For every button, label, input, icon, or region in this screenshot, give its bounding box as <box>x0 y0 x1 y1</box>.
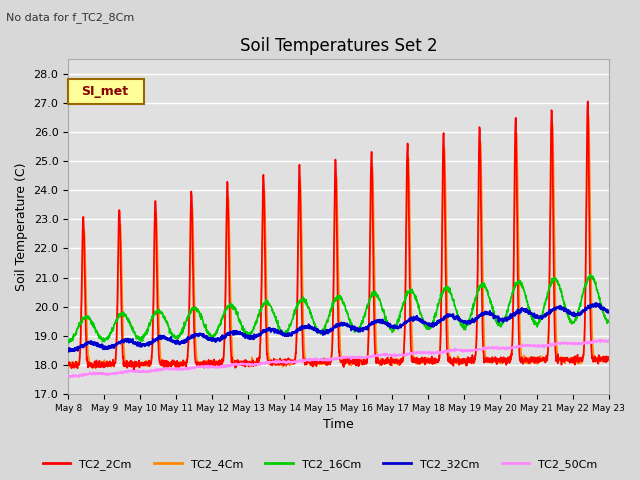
TC2_16Cm <box>354 328 362 334</box>
TC2_50Cm <box>354 355 362 360</box>
TC2_4Cm <box>354 357 362 363</box>
TC2_16Cm <box>572 316 580 322</box>
TC2_4Cm <box>64 364 72 370</box>
Text: SI_met: SI_met <box>81 85 129 98</box>
TC2_16Cm <box>65 340 73 346</box>
Line: TC2_2Cm: TC2_2Cm <box>68 101 609 370</box>
TC2_2Cm <box>584 98 591 104</box>
Text: No data for f_TC2_8Cm: No data for f_TC2_8Cm <box>6 12 134 23</box>
TC2_16Cm <box>215 322 223 328</box>
TC2_32Cm <box>557 305 565 311</box>
Line: TC2_16Cm: TC2_16Cm <box>68 275 609 343</box>
TC2_16Cm <box>495 323 503 328</box>
TC2_32Cm <box>605 309 612 315</box>
Line: TC2_4Cm: TC2_4Cm <box>68 114 609 369</box>
TC2_2Cm <box>605 355 612 361</box>
TC2_32Cm <box>354 326 362 332</box>
TC2_50Cm <box>572 341 580 347</box>
TC2_16Cm <box>586 272 594 277</box>
TC2_2Cm <box>354 357 362 363</box>
TC2_4Cm <box>366 278 374 284</box>
Title: Soil Temperatures Set 2: Soil Temperatures Set 2 <box>239 36 437 55</box>
TC2_32Cm <box>65 349 72 355</box>
TC2_2Cm <box>557 355 565 360</box>
TC2_16Cm <box>557 289 565 295</box>
TC2_32Cm <box>64 347 72 352</box>
Line: TC2_50Cm: TC2_50Cm <box>68 340 609 377</box>
Line: TC2_32Cm: TC2_32Cm <box>68 303 609 352</box>
X-axis label: Time: Time <box>323 419 354 432</box>
TC2_32Cm <box>591 300 599 306</box>
TC2_16Cm <box>64 339 72 345</box>
FancyBboxPatch shape <box>68 79 144 104</box>
TC2_50Cm <box>605 337 612 343</box>
TC2_32Cm <box>215 337 223 343</box>
TC2_50Cm <box>495 346 503 352</box>
TC2_2Cm <box>366 256 374 262</box>
TC2_4Cm <box>557 354 565 360</box>
TC2_50Cm <box>366 354 374 360</box>
TC2_32Cm <box>572 312 580 317</box>
Y-axis label: Soil Temperature (C): Soil Temperature (C) <box>15 162 28 291</box>
TC2_2Cm <box>495 356 503 362</box>
TC2_16Cm <box>605 318 612 324</box>
TC2_4Cm <box>572 357 580 362</box>
TC2_50Cm <box>215 365 223 371</box>
TC2_4Cm <box>605 357 612 362</box>
TC2_2Cm <box>215 358 223 364</box>
TC2_4Cm <box>89 366 97 372</box>
TC2_32Cm <box>495 317 503 323</box>
TC2_2Cm <box>572 358 580 363</box>
TC2_4Cm <box>584 111 592 117</box>
TC2_50Cm <box>64 372 72 378</box>
TC2_2Cm <box>64 361 72 367</box>
TC2_2Cm <box>130 367 138 373</box>
TC2_4Cm <box>495 359 503 364</box>
TC2_32Cm <box>366 321 374 327</box>
TC2_16Cm <box>366 297 374 303</box>
TC2_50Cm <box>597 337 605 343</box>
TC2_50Cm <box>557 341 565 347</box>
TC2_50Cm <box>66 374 74 380</box>
Legend: TC2_2Cm, TC2_4Cm, TC2_16Cm, TC2_32Cm, TC2_50Cm: TC2_2Cm, TC2_4Cm, TC2_16Cm, TC2_32Cm, TC… <box>38 455 602 474</box>
TC2_4Cm <box>215 361 223 367</box>
